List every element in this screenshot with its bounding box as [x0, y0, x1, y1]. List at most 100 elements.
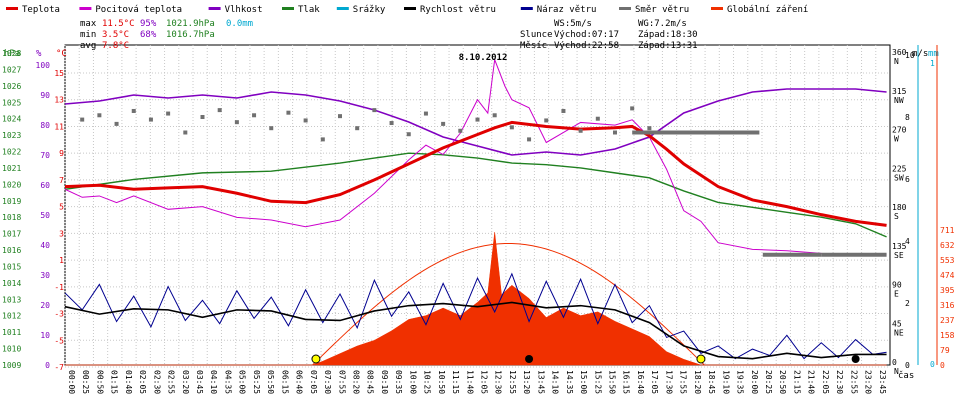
x-tick: 00:25: [81, 370, 90, 394]
x-tick: 23:45: [878, 370, 887, 394]
stat-max-rain: 0.0mm: [226, 19, 253, 29]
press-tick: 1028: [2, 49, 21, 58]
wind-dir-marker: [166, 111, 171, 116]
legend-swatch: [619, 7, 631, 10]
wind-dir-marker: [200, 115, 205, 119]
rad-tick: 316: [940, 301, 955, 310]
dir-tick-deg: 270: [892, 126, 907, 135]
wind-dir-marker: [372, 108, 377, 113]
x-tick: 22:55: [849, 370, 858, 394]
legend-swatch: [6, 7, 18, 10]
x-tick: 18:20: [693, 370, 702, 394]
x-tick: 14:10: [551, 370, 560, 394]
wind-tick: 0: [905, 361, 910, 370]
x-tick: 12:05: [480, 370, 489, 394]
legend-label-rychlost: Rychlost větru: [420, 5, 496, 15]
wind-dir-marker: [595, 116, 600, 121]
wind-dir-marker: [578, 128, 583, 133]
temp-tick: 3: [59, 229, 64, 238]
x-tick: 06:40: [295, 370, 304, 394]
x-tick: 11:40: [465, 370, 474, 394]
temp-tick: 9: [59, 149, 64, 158]
dir-tick-name: NW: [894, 96, 904, 105]
hum-unit: %: [36, 49, 42, 59]
x-tick: 09:35: [394, 370, 403, 394]
hum-tick: 0: [45, 361, 50, 370]
dir-tick-name: E: [894, 290, 899, 299]
info-slunce: Slunce: [520, 30, 553, 40]
x-tick: 15:00: [579, 370, 588, 394]
rad-tick: 79: [940, 346, 950, 355]
hum-tick: 70: [40, 151, 50, 160]
rad-tick: 553: [940, 256, 955, 265]
press-tick: 1020: [2, 180, 21, 189]
legend-label-naraz: Náraz větru: [537, 5, 597, 15]
wind-dir-marker: [458, 128, 463, 133]
hum-tick: 100: [36, 61, 51, 70]
temp-tick: 1: [59, 256, 64, 265]
legend-swatch: [79, 7, 92, 10]
legend-swatch: [208, 7, 221, 10]
press-tick: 1013: [2, 295, 21, 304]
x-tick: 16:15: [622, 370, 631, 394]
wind-dir-marker: [320, 137, 325, 142]
press-tick: 1016: [2, 246, 21, 255]
wind-dir-marker: [423, 111, 428, 116]
x-tick: 07:30: [323, 370, 332, 394]
stat-min-temp: 3.5°C: [102, 30, 129, 40]
x-tick: 01:40: [124, 370, 133, 394]
wind-dir-marker: [389, 121, 394, 126]
x-tick: 13:20: [522, 370, 531, 394]
legend-label-tlak: Tlak: [298, 5, 320, 15]
wind-dir-marker: [114, 121, 119, 126]
temp-unit: °C: [56, 49, 67, 59]
x-tick: 10:50: [437, 370, 446, 394]
stat-min-press: 1016.7hPa: [166, 30, 215, 40]
x-tick: 04:35: [223, 370, 232, 394]
x-tick: 18:45: [707, 370, 716, 394]
wind-dir-marker: [355, 126, 360, 131]
x-tick: 00:00: [67, 370, 76, 394]
wind-dir-marker: [269, 126, 274, 131]
stat-avg-label: avg: [80, 41, 96, 51]
legend-swatch: [711, 7, 723, 10]
x-tick: 12:30: [494, 370, 503, 394]
rad-tick: 711: [940, 226, 955, 235]
legend-swatch: [282, 7, 294, 10]
x-tick: 05:00: [238, 370, 247, 394]
legend-swatch: [404, 7, 416, 10]
wind-unit: m/s: [912, 49, 928, 59]
wind-dir-marker: [303, 118, 308, 123]
x-tick: 11:15: [451, 370, 460, 394]
stat-max-label: max: [80, 19, 97, 29]
dir-tick-name: N: [894, 57, 899, 66]
dir-tick-deg: 45: [892, 319, 902, 328]
temp-tick: 7: [59, 176, 64, 185]
press-tick: 1021: [2, 164, 21, 173]
wind-dir-marker: [441, 121, 446, 126]
wind-dir-marker: [183, 130, 188, 135]
x-tick: 10:25: [423, 370, 432, 394]
x-tick: 02:05: [138, 370, 147, 394]
x-tick: 04:10: [209, 370, 218, 394]
temp-tick: 5: [59, 203, 64, 212]
press-tick: 1017: [2, 230, 21, 239]
rad-tick: 0: [940, 361, 945, 370]
x-tick: 05:25: [252, 370, 261, 394]
dir-tick-name: SW: [894, 173, 904, 182]
hum-tick: 80: [40, 121, 50, 130]
x-tick: 17:30: [664, 370, 673, 394]
x-tick: 15:25: [593, 370, 602, 394]
x-tick: 06:15: [280, 370, 289, 394]
legend-label-smer: Směr větru: [635, 5, 689, 15]
dir-tick-name: SE: [894, 251, 904, 260]
wind-dir-marker: [286, 110, 291, 115]
press-tick: 1019: [2, 197, 21, 206]
x-tick: 23:20: [864, 370, 873, 394]
stat-max-hum: 95%: [140, 19, 157, 29]
press-tick: 1015: [2, 262, 21, 271]
x-tick: 17:05: [650, 370, 659, 394]
x-tick: 08:20: [351, 370, 360, 394]
x-tick: 17:55: [679, 370, 688, 394]
